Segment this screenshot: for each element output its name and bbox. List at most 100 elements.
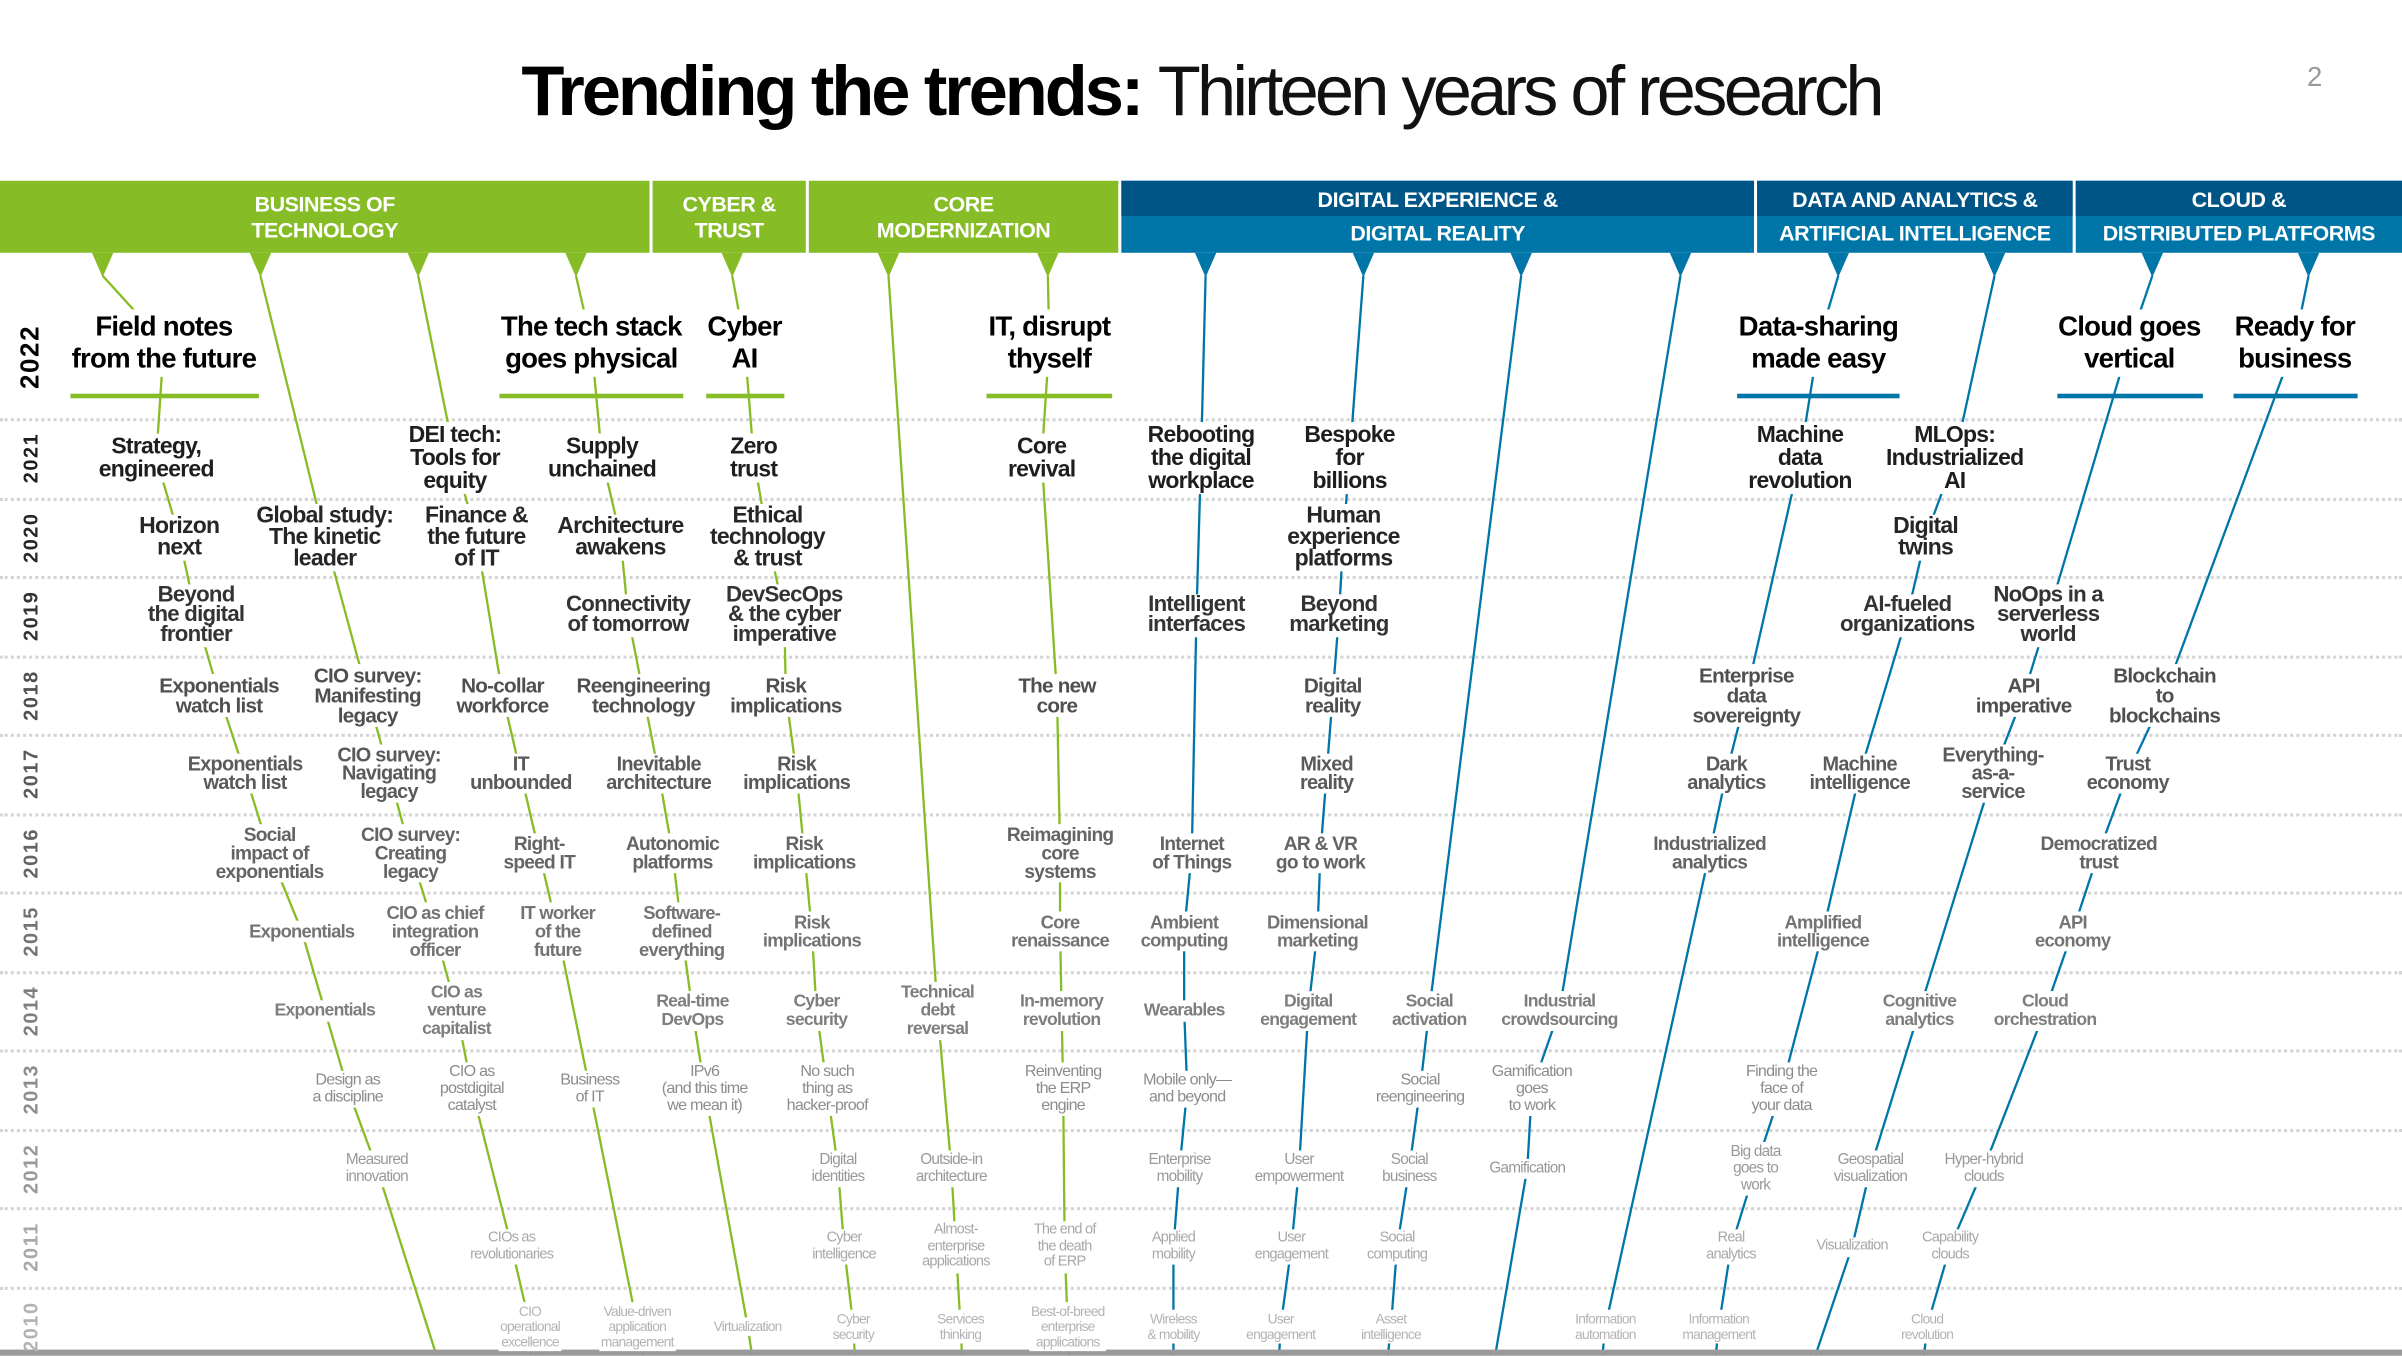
- topic-label: Enterprise mobility: [1146, 1149, 1213, 1187]
- topic-label: Finding the face of your data: [1744, 1062, 1819, 1116]
- topic-label: Enterprise data sovereignty: [1691, 663, 1802, 727]
- topic-label: Core revival: [1006, 433, 1077, 483]
- topic-label: Information automation: [1573, 1309, 1638, 1343]
- category-tick-icon: [1037, 252, 1059, 278]
- year-label-2011: 2011: [19, 1222, 43, 1272]
- topic-label: Almost- enterprise applications: [920, 1221, 992, 1273]
- topic-label: Inevitable architecture: [604, 752, 713, 794]
- topic-label: Field notes from the future: [70, 309, 258, 377]
- connector-line: [887, 275, 964, 1356]
- topic-label: Digital twins: [1891, 512, 1960, 560]
- title-underline: [2056, 393, 2203, 399]
- topic-label: Cyber security: [831, 1309, 876, 1343]
- topic-label: CIOs as revolutionaries: [468, 1229, 555, 1265]
- topic-label: Design as a discipline: [311, 1070, 385, 1108]
- topic-label: Mixed reality: [1298, 752, 1355, 794]
- year-divider: [0, 891, 2402, 895]
- topic-label: Wearables: [1142, 999, 1227, 1022]
- topic-label: Geospatial visualization: [1832, 1149, 1909, 1187]
- year-label-2019: 2019: [19, 590, 43, 642]
- topic-label: Mobile only— and beyond: [1141, 1070, 1233, 1108]
- topic-label: No-collar workforce: [454, 673, 550, 717]
- topic-label: CIO survey: Navigating legacy: [335, 742, 443, 803]
- topic-label: User engagement: [1253, 1229, 1330, 1265]
- topic-label: Measured innovation: [344, 1149, 410, 1187]
- topic-label: Finance & the future of IT: [423, 501, 530, 571]
- topic-label: Exponentials watch list: [186, 752, 305, 794]
- topic-label: Exponentials watch list: [157, 673, 281, 717]
- topic-label: In-memory revolution: [1018, 990, 1105, 1031]
- topic-label: Global study: The kinetic leader: [254, 501, 395, 571]
- topic-label: Cognitive analytics: [1881, 990, 1958, 1031]
- year-label-2022: 2022: [15, 324, 45, 389]
- topic-label: Dark analytics: [1685, 752, 1768, 794]
- page-title: Trending the trends: Thirteen years of r…: [0, 49, 2402, 132]
- title-underline: [2232, 393, 2357, 399]
- topic-label: Digital engagement: [1258, 990, 1358, 1031]
- year-label-2014: 2014: [19, 985, 43, 1036]
- topic-label: Ready for business: [2233, 309, 2357, 377]
- category-label: BUSINESS OF: [254, 190, 396, 216]
- year-divider: [0, 1128, 2402, 1132]
- topic-label: Human experience platforms: [1285, 501, 1402, 571]
- year-divider: [0, 970, 2402, 974]
- topic-label: Beyond marketing: [1287, 592, 1391, 638]
- topic-label: Amplified intelligence: [1775, 911, 1871, 952]
- topic-label: Democratized trust: [2038, 832, 2159, 873]
- title-light: Thirteen years of research: [1157, 50, 1885, 131]
- topic-label: Social impact of exponentials: [214, 823, 326, 882]
- topic-label: Reinventing the ERP engine: [1023, 1062, 1103, 1116]
- year-label-2013: 2013: [19, 1063, 43, 1115]
- topic-label: Machine intelligence: [1808, 752, 1912, 794]
- topic-label: Horizon next: [137, 512, 221, 560]
- topic-label: Industrialized analytics: [1651, 832, 1768, 873]
- topic-label: Blockchain to blockchains: [2107, 663, 2222, 727]
- category-tick-icon: [407, 252, 429, 278]
- category-label: DISTRIBUTED PLATFORMS: [2102, 220, 2376, 246]
- topic-label: Ambient computing: [1139, 911, 1230, 952]
- topic-label: IPv6 (and this time we mean it): [660, 1062, 750, 1116]
- category-label: TECHNOLOGY: [251, 216, 399, 242]
- topic-label: Everything- as-a- service: [1940, 742, 2046, 803]
- topic-label: Outside-in architecture: [914, 1149, 989, 1187]
- topic-label: Dimensional marketing: [1265, 911, 1370, 952]
- topic-label: Software- defined everything: [637, 902, 726, 961]
- connector-line: [1386, 275, 1523, 1356]
- topic-label: DevSecOps & the cyber imperative: [724, 582, 845, 648]
- category-cyber-trust: CYBER & TRUST: [652, 180, 806, 253]
- year-divider: [0, 497, 2402, 501]
- title-underline: [986, 393, 1113, 399]
- category-tick-icon: [2297, 252, 2320, 278]
- year-label-2010: 2010: [19, 1300, 43, 1352]
- year-divider: [0, 812, 2402, 816]
- year-divider: [0, 1049, 2402, 1053]
- topic-label: Big data goes to work: [1728, 1141, 1783, 1195]
- topic-label: CIO as venture capitalist: [420, 981, 493, 1040]
- topic-label: Cloud goes vertical: [2056, 309, 2203, 377]
- year-divider: [0, 733, 2402, 737]
- year-label-2020: 2020: [19, 511, 43, 563]
- year-label-2018: 2018: [19, 669, 43, 720]
- topic-label: API imperative: [1974, 673, 2074, 717]
- topic-label: Industrial crowdsourcing: [1499, 990, 1620, 1031]
- topic-label: Risk implications: [761, 911, 863, 952]
- title-bold: Trending the trends:: [521, 50, 1144, 131]
- topic-label: Hyper-hybrid clouds: [1943, 1149, 2025, 1187]
- category-label: DIGITAL REALITY: [1350, 220, 1525, 246]
- topic-label: The new core: [1016, 673, 1098, 717]
- category-label: CLOUD &: [2075, 180, 2402, 216]
- year-label-2021: 2021: [19, 432, 43, 484]
- topic-label: Supply unchained: [546, 433, 658, 483]
- topic-label: NoOps in a serverless world: [1991, 582, 2105, 648]
- topic-label: Autonomic platforms: [624, 832, 721, 873]
- topic-label: CIO survey: Creating legacy: [359, 823, 462, 882]
- year-divider: [0, 575, 2402, 580]
- category-tick-icon: [565, 252, 587, 278]
- topic-label: Beyond the digital frontier: [146, 582, 246, 648]
- connector-line: [417, 275, 645, 1356]
- topic-label: Virtualization: [712, 1316, 784, 1336]
- topic-label: Risk implications: [751, 832, 858, 873]
- topic-label: Cloud revolution: [1899, 1309, 1955, 1343]
- year-label-2015: 2015: [19, 906, 43, 957]
